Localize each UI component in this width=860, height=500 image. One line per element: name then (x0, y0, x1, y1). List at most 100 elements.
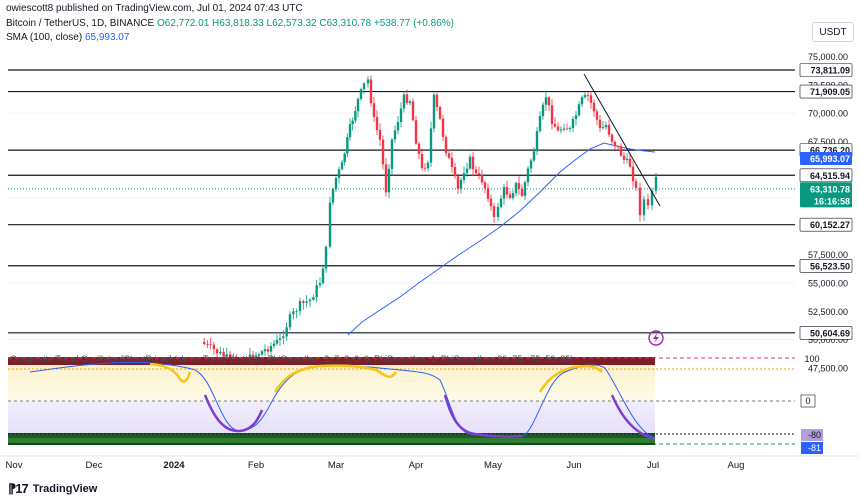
candle-body (625, 158, 629, 160)
candle-body (206, 343, 209, 345)
candle-body (324, 246, 328, 269)
candle-body (453, 167, 457, 177)
symbol-name[interactable]: Bitcoin / TetherUS, 1D, BINANCE (6, 18, 155, 29)
candle-body (269, 345, 273, 352)
candle-body (544, 97, 548, 105)
price-grid (8, 112, 795, 341)
price-tick-label: 75,000.00 (808, 52, 848, 62)
currency-button[interactable]: USDT (812, 22, 854, 42)
candle-body (508, 194, 512, 198)
candle-body (405, 94, 409, 103)
candle-body (459, 179, 463, 189)
candle-body (203, 342, 206, 344)
sma-line (347, 142, 656, 336)
price-tick-label: 70,000.00 (808, 109, 848, 119)
horizontal-levels (8, 69, 795, 334)
candle-body (285, 327, 288, 337)
candle-body (568, 127, 572, 129)
candle-body (477, 173, 481, 175)
candle-body (598, 119, 602, 129)
candle-body (489, 198, 493, 207)
candle-body (444, 136, 448, 154)
price-tick-label: 72,500.00 (808, 80, 848, 90)
candle-body (577, 104, 581, 116)
alert-icon[interactable] (648, 330, 664, 346)
sma-price-tag: 65,993.07 (810, 154, 850, 164)
candle-body (622, 155, 626, 160)
candle-body (302, 301, 305, 303)
candle-body (337, 169, 341, 178)
price-tick-label: 52,500.00 (808, 307, 848, 317)
candle-body (559, 129, 563, 131)
level-price-tag: 50,604.69 (810, 328, 850, 338)
candle-body (562, 128, 566, 130)
level-price-tag: 56,523.50 (810, 261, 850, 271)
oscillator-lower-segment-3 (610, 394, 656, 441)
oscillator-pane (8, 357, 795, 445)
candles (203, 75, 658, 366)
candle-body (556, 126, 560, 131)
candle-body (474, 169, 478, 174)
sma-legend-label: SMA (100, close) (6, 32, 83, 43)
time-tick-label: Jun (566, 460, 581, 471)
candle-body (586, 94, 590, 96)
candle-body (565, 128, 569, 130)
candle-body (550, 105, 554, 124)
candle-body (331, 188, 335, 203)
candle-body (334, 177, 338, 189)
candle-body (340, 162, 344, 170)
candle-body (604, 124, 608, 128)
oscillator-lower-segment-2 (443, 394, 523, 438)
tradingview-logo-icon: ⁋17 (8, 481, 29, 496)
candle-body (375, 116, 379, 130)
price-tick-label: 55,000.00 (808, 279, 848, 289)
candle-body (263, 349, 267, 352)
candle-body (354, 111, 357, 121)
candle-body (628, 158, 632, 167)
time-axis[interactable]: Nov Dec 2024 Feb Mar Apr May Jun Jul Aug (0, 455, 860, 471)
candle-body (298, 301, 302, 312)
candle-body (399, 108, 403, 123)
candle-body (529, 160, 533, 169)
candle-body (423, 167, 427, 169)
candle-body (414, 120, 418, 144)
level-price-tag: 64,515.94 (810, 171, 850, 181)
candle-body (541, 104, 545, 117)
oscillator-upper-segment-2 (273, 364, 398, 393)
candle-body (619, 146, 623, 156)
candle-body (308, 299, 312, 302)
oscillator-axis: 100 0 -80 -81 (800, 354, 823, 454)
candle-body (435, 94, 439, 108)
time-tick-label: Jul (647, 460, 659, 471)
osc-value-a-bg (801, 429, 823, 441)
oscillator-title[interactable]: Composite Trend Oscillator [ChartPrime] … (10, 354, 574, 364)
candle-body (305, 301, 308, 303)
candle-body (315, 285, 318, 298)
candle-body (396, 122, 400, 131)
candle-body (631, 166, 635, 182)
candle-body (502, 187, 506, 199)
level-price-tag: 71,909.05 (810, 87, 850, 97)
ohlc-high: H63,818.33 (212, 18, 264, 29)
candle-body (321, 268, 325, 284)
candle-body (583, 94, 587, 98)
osc-value-b-bg (801, 442, 823, 454)
candle-body (209, 343, 212, 345)
candle-body (275, 339, 279, 344)
candle-body (351, 120, 354, 125)
candle-body (547, 97, 551, 106)
candle-body (438, 107, 442, 119)
osc-zero-tag-bg (800, 394, 816, 408)
candle-body (450, 157, 454, 168)
sma-legend[interactable]: SMA (100, close) 65,993.07 (6, 32, 129, 43)
tradingview-logo[interactable]: ⁋17 TradingView (8, 481, 97, 497)
level-price-tag-bg (799, 168, 853, 183)
candle-body (278, 338, 282, 340)
candle-body (266, 349, 270, 352)
price-axis[interactable]: 75,000.00 72,500.00 70,000.00 67,500.00 62,5… (799, 52, 853, 373)
last-price-tag: 63,310.78 (810, 184, 850, 194)
candle-body (348, 124, 352, 138)
countdown-tag-bg (800, 194, 852, 208)
candle-body (517, 182, 521, 189)
